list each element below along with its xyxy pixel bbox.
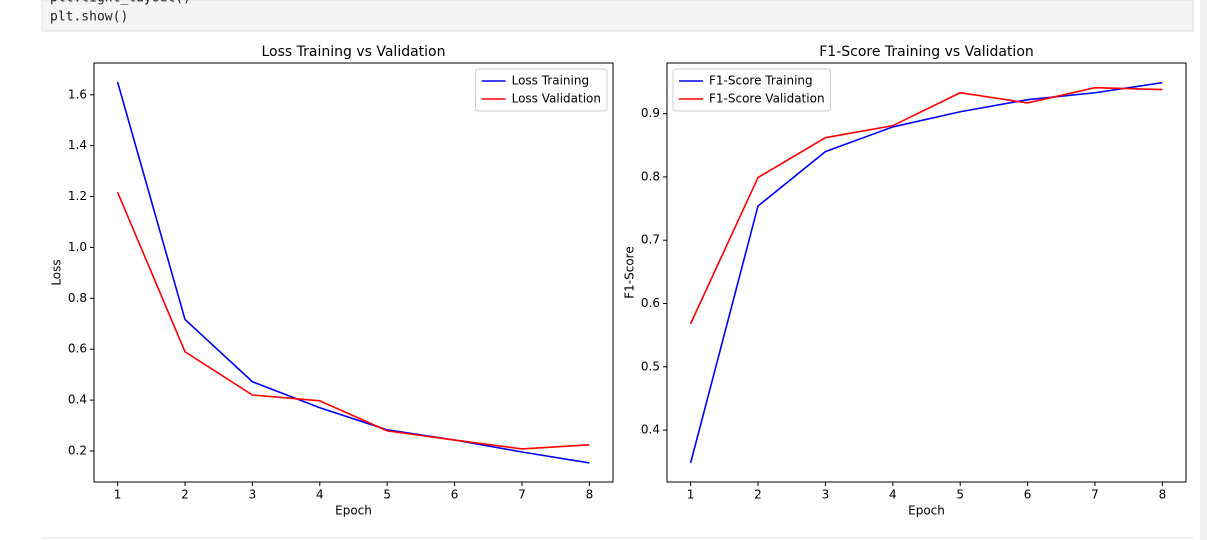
y-tick-label: 0.2 [68, 443, 87, 457]
data-line [116, 81, 590, 464]
y-tick-label: 1.2 [68, 189, 87, 203]
legend-label: F1-Score Training [709, 74, 813, 88]
legend-box [672, 68, 832, 112]
y-tick-label: 0.8 [641, 169, 660, 183]
x-axis-label: Epoch [335, 504, 372, 518]
code-line: plt.show() [50, 10, 128, 25]
axes-frame [666, 62, 1187, 483]
x-tick-label: 4 [316, 488, 324, 502]
x-tick-label: 7 [518, 488, 526, 502]
legend-box [475, 68, 608, 112]
x-tick-label: 2 [181, 488, 189, 502]
x-tick-label: 1 [687, 488, 695, 502]
x-tick-label: 6 [451, 488, 459, 502]
y-tick-label: 0.4 [68, 393, 87, 407]
chart-title: F1-Score Training vs Validation [819, 44, 1034, 60]
x-tick-label: 8 [586, 488, 594, 502]
legend: Loss Training Loss Validation [475, 68, 608, 112]
y-tick-label: 0.6 [641, 296, 660, 310]
x-tick-label: 3 [249, 488, 257, 502]
x-axis-label: Epoch [908, 504, 945, 518]
code-line: plt.tight_layout() [50, 0, 191, 6]
legend-label: F1-Score Validation [709, 92, 825, 106]
x-tick-label: 5 [383, 488, 391, 502]
x-tick-label: 6 [1024, 488, 1032, 502]
y-tick-label: 1.0 [68, 240, 87, 254]
scrollbar[interactable] [1200, 0, 1207, 540]
x-tick-label: 3 [822, 488, 830, 502]
y-tick-label: 0.4 [641, 423, 660, 437]
y-tick-label: 0.6 [68, 342, 87, 356]
legend-label: Loss Validation [512, 92, 601, 106]
y-axis-label: F1-Score [623, 246, 637, 298]
x-tick-label: 1 [114, 488, 122, 502]
x-tick-label: 4 [889, 488, 897, 502]
legend: F1-Score Training F1-Score Validation [672, 68, 832, 112]
y-axis-label: Loss [50, 259, 64, 285]
x-tick-label: 7 [1091, 488, 1099, 502]
axes-frame [93, 62, 614, 483]
x-tick-label: 8 [1159, 488, 1167, 502]
y-tick-label: 0.7 [641, 233, 660, 247]
legend-label: Loss Training [512, 74, 589, 88]
chart-title: Loss Training vs Validation [261, 44, 445, 60]
data-line [116, 191, 590, 450]
y-tick-label: 0.9 [641, 106, 660, 120]
data-line [689, 86, 1163, 325]
y-tick-label: 1.6 [68, 87, 87, 101]
x-tick-label: 2 [754, 488, 762, 502]
x-tick-label: 5 [956, 488, 964, 502]
data-line [689, 81, 1163, 464]
y-tick-label: 0.8 [68, 291, 87, 305]
y-tick-label: 1.4 [68, 138, 87, 152]
y-tick-label: 0.5 [641, 359, 660, 373]
code-cell [41, 0, 1194, 32]
